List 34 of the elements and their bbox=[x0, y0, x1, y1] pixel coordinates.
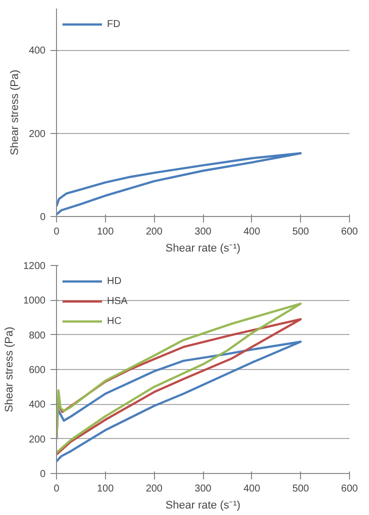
x-tick-label: 500 bbox=[292, 226, 310, 238]
y-tick-label: 1200 bbox=[23, 261, 46, 272]
y-axis-title: Shear stress (Pa) bbox=[8, 70, 21, 156]
x-tick-label: 200 bbox=[146, 484, 163, 494]
x-axis-title: Shear rate (s⁻¹) bbox=[166, 242, 240, 254]
y-tick-label: 800 bbox=[28, 330, 46, 342]
x-tick-label: 0 bbox=[54, 484, 60, 494]
y-tick-label: 0 bbox=[40, 212, 46, 223]
line-series bbox=[56, 152, 302, 216]
y-tick-label: 200 bbox=[28, 434, 46, 446]
y-axis-title: Shear stress (Pa) bbox=[3, 326, 16, 412]
x-tick-label: 100 bbox=[96, 484, 114, 494]
y-tick-label: 0 bbox=[40, 469, 46, 480]
y-tick-label: 400 bbox=[28, 46, 46, 57]
y-tick-label: 200 bbox=[28, 128, 46, 140]
legend-label: HC bbox=[107, 316, 122, 326]
y-tick-label: 1000 bbox=[23, 296, 46, 307]
x-axis-title: Shear rate (s⁻¹) bbox=[166, 500, 240, 512]
x-tick-label: 600 bbox=[341, 484, 358, 494]
legend-label: FD bbox=[107, 18, 122, 30]
x-tick-label: 300 bbox=[194, 226, 212, 238]
x-tick-label: 400 bbox=[243, 226, 261, 238]
x-tick-label: 0 bbox=[54, 226, 60, 238]
x-tick-label: 500 bbox=[292, 484, 310, 494]
line-series bbox=[56, 340, 302, 462]
x-tick-label: 200 bbox=[146, 226, 163, 238]
x-tick-label: 100 bbox=[96, 226, 114, 238]
x-tick-label: 300 bbox=[194, 484, 212, 494]
x-tick-label: 400 bbox=[243, 484, 261, 494]
legend-label: HD bbox=[107, 276, 122, 286]
x-tick-label: 600 bbox=[341, 226, 358, 238]
legend-label: HSA bbox=[107, 296, 128, 306]
y-tick-label: 600 bbox=[28, 365, 46, 376]
y-tick-label: 400 bbox=[28, 400, 46, 411]
